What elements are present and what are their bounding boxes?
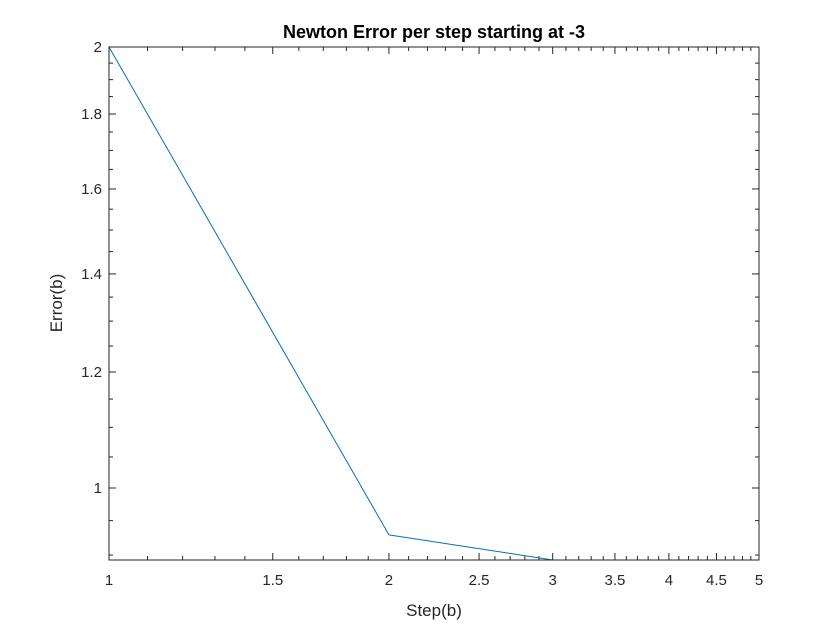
plot-background [109,47,759,560]
x-tick-label: 2 [385,572,393,589]
x-tick-label: 4.5 [706,572,727,589]
y-tick-label: 1.2 [81,364,102,381]
x-tick-label: 2.5 [469,572,490,589]
x-tick-label: 1 [105,572,113,589]
y-tick-label: 1.8 [81,106,102,123]
y-axis-label: Error(b) [47,274,66,333]
x-tick-label: 3 [549,572,557,589]
y-tick-labels: 1 1.2 1.4 1.6 1.8 2 [81,39,102,497]
major-ticks [108,46,760,560]
x-tick-labels: 1 1.5 2 2.5 3 3.5 4 4.5 5 [105,572,763,589]
x-tick-label: 3.5 [605,572,626,589]
minor-ticks [109,47,759,560]
y-tick-label: 2 [94,39,102,56]
x-tick-label: 1.5 [262,572,283,589]
plot-frame [108,46,760,561]
y-tick-label: 1 [94,480,102,497]
chart-title: Newton Error per step starting at -3 [283,22,585,42]
x-tick-label: 4 [665,572,673,589]
x-tick-label: 5 [755,572,763,589]
y-tick-label: 1.4 [81,266,102,283]
y-tick-label: 1.6 [81,181,102,198]
x-axis-label: Step(b) [406,601,462,620]
